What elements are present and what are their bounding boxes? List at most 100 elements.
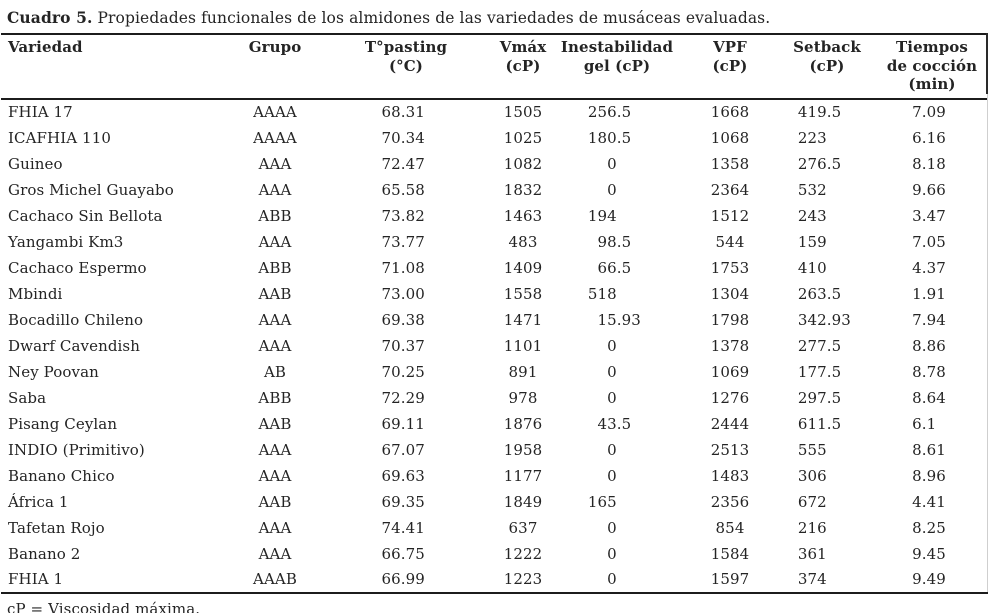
table-row: Cachaco Espermo ABB 71.08 1409 66.5 1753 410 4.… bbox=[1, 255, 988, 281]
table-body: FHIA 17 AAAA 68.31 1505 256.5 1668 419.5 7.09 IC… bbox=[1, 99, 988, 593]
table-row: Cachaco Sin Bellota ABB 73.82 1463 194 1512 24… bbox=[1, 203, 988, 229]
cell-t-pasting: 69.35 bbox=[381, 492, 425, 511]
cell-variedad: Ney Poovan bbox=[8, 362, 99, 381]
cell-vmax: 1223 bbox=[503, 570, 543, 588]
cell-grupo: ABB bbox=[258, 206, 292, 225]
cell-grupo: AAA bbox=[258, 180, 292, 199]
column-header-vmax: Vmáx (cP) bbox=[494, 34, 552, 100]
cell-vmax: 1222 bbox=[503, 544, 543, 563]
cell-vmax: 1177 bbox=[503, 466, 543, 485]
table-caption-text: Propiedades funcionales de los almidones… bbox=[92, 9, 771, 27]
cell-vmax: 1471 bbox=[503, 310, 543, 329]
cell-variedad: FHIA 17 bbox=[8, 103, 73, 121]
table-row: FHIA 1 AAAB 66.99 1223 0 1597 374 9.49 bbox=[1, 567, 988, 593]
cell-inestabilidad: 0 bbox=[607, 362, 617, 381]
cell-variedad: Bocadillo Chileno bbox=[8, 310, 144, 329]
table-row: Tafetan Rojo AAA 74.41 637 0 854 216 8.25 bbox=[1, 515, 988, 541]
column-header-variedad: Variedad bbox=[1, 34, 232, 100]
column-header-t-pasting: T°pasting (°C) bbox=[318, 34, 494, 100]
cell-inestabilidad: 518 bbox=[587, 284, 617, 303]
table-row: INDIO (Primitivo) AAA 67.07 1958 0 2513 555 8.6… bbox=[1, 437, 988, 463]
cell-t-pasting: 72.29 bbox=[381, 388, 425, 407]
cell-t-pasting: 70.34 bbox=[381, 128, 425, 147]
cell-tiempos: 8.64 bbox=[912, 388, 946, 407]
cell-setback: 297.5 bbox=[797, 388, 842, 407]
column-header-inestabilidad: Inestabilidad gel (cP) bbox=[552, 34, 682, 100]
cell-vmax: 1463 bbox=[503, 206, 543, 225]
cell-setback: 419.5 bbox=[797, 103, 842, 121]
table-row: Bocadillo Chileno AAA 69.38 1471 15.93 1798 34… bbox=[1, 307, 988, 333]
cell-variedad: Banano 2 bbox=[8, 544, 81, 563]
cell-inestabilidad: 98.5 bbox=[597, 232, 632, 251]
cell-variedad: Guineo bbox=[8, 154, 63, 173]
cell-tiempos: 7.05 bbox=[912, 232, 946, 251]
cell-t-pasting: 73.00 bbox=[381, 284, 425, 303]
cell-tiempos: 8.96 bbox=[912, 466, 946, 485]
cell-setback: 532 bbox=[797, 180, 827, 199]
cell-vpf: 1512 bbox=[710, 206, 750, 225]
cell-vpf: 1358 bbox=[710, 154, 750, 173]
table-row: Banano Chico AAA 69.63 1177 0 1483 306 8.96 bbox=[1, 463, 988, 489]
cell-tiempos: 3.47 bbox=[912, 206, 946, 225]
cell-t-pasting: 70.25 bbox=[381, 362, 425, 381]
cell-variedad: Banano Chico bbox=[8, 466, 115, 485]
cell-t-pasting: 65.58 bbox=[381, 180, 425, 199]
cell-t-pasting: 66.99 bbox=[381, 570, 425, 588]
cell-variedad: Gros Michel Guayabo bbox=[8, 180, 174, 199]
cell-setback: 306 bbox=[797, 466, 827, 485]
cell-tiempos: 8.86 bbox=[912, 336, 946, 355]
column-header-tiempos: Tiempos de cocción (min) bbox=[876, 34, 988, 100]
cell-tiempos: 8.25 bbox=[912, 518, 946, 537]
cell-inestabilidad: 0 bbox=[607, 518, 617, 537]
cell-t-pasting: 67.07 bbox=[381, 440, 425, 459]
cell-setback: 555 bbox=[797, 440, 827, 459]
cell-tiempos: 6.1 bbox=[912, 414, 937, 433]
cell-grupo: ABB bbox=[258, 388, 292, 407]
cell-inestabilidad: 0 bbox=[607, 336, 617, 355]
cell-grupo: AAAA bbox=[253, 103, 297, 121]
cell-grupo: AAAA bbox=[253, 128, 297, 147]
cell-vpf: 1597 bbox=[710, 570, 750, 588]
cell-vpf: 1068 bbox=[710, 128, 750, 147]
cell-vpf: 2444 bbox=[710, 414, 750, 433]
cell-inestabilidad: 180.5 bbox=[587, 128, 632, 147]
cell-tiempos: 9.66 bbox=[912, 180, 946, 199]
cell-variedad: Cachaco Sin Bellota bbox=[8, 206, 163, 225]
cell-grupo: AAA bbox=[258, 466, 292, 485]
cell-grupo: AAB bbox=[258, 284, 292, 303]
table-row: FHIA 17 AAAA 68.31 1505 256.5 1668 419.5 7.09 bbox=[1, 99, 988, 125]
cell-vmax: 1876 bbox=[503, 414, 543, 433]
cell-grupo: AAA bbox=[258, 440, 292, 459]
cell-vmax: 1958 bbox=[503, 440, 543, 459]
cell-setback: 410 bbox=[797, 258, 827, 277]
cell-setback: 263.5 bbox=[797, 284, 842, 303]
cell-t-pasting: 68.31 bbox=[381, 103, 425, 121]
cell-variedad: Yangambi Km3 bbox=[8, 232, 124, 251]
table-row: África 1 AAB 69.35 1849 165 2356 672 4.41 bbox=[1, 489, 988, 515]
cell-setback: 361 bbox=[797, 544, 827, 563]
cell-tiempos: 4.41 bbox=[912, 492, 946, 511]
cell-variedad: FHIA 1 bbox=[8, 570, 64, 588]
cell-variedad: Mbindi bbox=[8, 284, 63, 303]
cell-tiempos: 7.94 bbox=[912, 310, 946, 329]
cell-t-pasting: 66.75 bbox=[381, 544, 425, 563]
table-row: ICAFHIA 110 AAAA 70.34 1025 180.5 1068 223 6.16 bbox=[1, 125, 988, 151]
cell-vpf: 544 bbox=[715, 232, 745, 251]
table-row: Gros Michel Guayabo AAA 65.58 1832 0 2364 532 9… bbox=[1, 177, 988, 203]
cell-vmax: 1558 bbox=[503, 284, 543, 303]
right-edge-faint-line bbox=[987, 94, 988, 592]
cell-variedad: Pisang Ceylan bbox=[8, 414, 118, 433]
column-header-vpf: VPF (cP) bbox=[682, 34, 778, 100]
cell-inestabilidad: 0 bbox=[607, 466, 617, 485]
cell-vmax: 891 bbox=[508, 362, 538, 381]
cell-vpf: 1753 bbox=[710, 258, 750, 277]
cell-setback: 159 bbox=[797, 232, 827, 251]
cell-grupo: AAA bbox=[258, 232, 292, 251]
cell-inestabilidad: 43.5 bbox=[597, 414, 632, 433]
cell-vmax: 1505 bbox=[503, 103, 543, 121]
column-header-setback: Setback (cP) bbox=[778, 34, 876, 100]
cell-t-pasting: 71.08 bbox=[381, 258, 425, 277]
table-row: Pisang Ceylan AAB 69.11 1876 43.5 2444 611.5 6.… bbox=[1, 411, 988, 437]
cell-tiempos: 8.78 bbox=[912, 362, 946, 381]
table-caption-label: Cuadro 5. bbox=[7, 8, 93, 27]
